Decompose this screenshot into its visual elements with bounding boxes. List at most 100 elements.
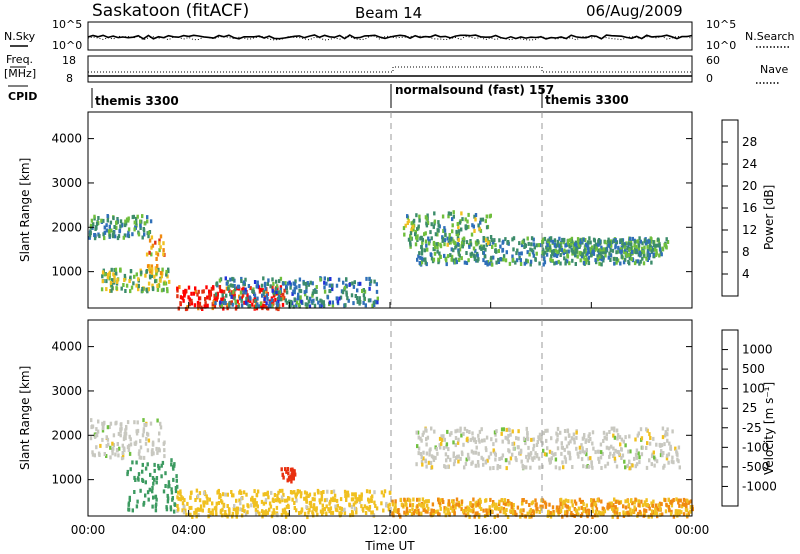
power-cell <box>150 274 153 278</box>
power-cell <box>190 298 193 303</box>
power-cell <box>575 249 578 254</box>
power-cell <box>115 271 118 276</box>
power-cell <box>97 216 100 220</box>
power-cell <box>650 249 653 254</box>
power-cell <box>649 247 652 252</box>
velocity-cell <box>534 451 537 456</box>
velocity-cell <box>340 510 343 515</box>
power-cell <box>139 226 142 230</box>
power-cell <box>631 250 634 254</box>
velocity-cell <box>511 511 515 516</box>
velocity-cell <box>590 502 594 507</box>
velocity-cell <box>316 512 319 517</box>
velocity-cell <box>457 437 460 442</box>
velocity-cell <box>146 448 150 453</box>
power-cell <box>103 225 106 230</box>
velocity-cell <box>633 505 636 510</box>
velocity-cell <box>242 504 245 509</box>
velocity-cell <box>290 479 293 484</box>
velocity-cell <box>466 436 469 441</box>
velocity-cell <box>287 477 291 482</box>
velocity-cell <box>660 443 664 448</box>
power-cell <box>424 260 427 265</box>
power-cell <box>137 287 140 292</box>
power-cell <box>425 223 429 228</box>
power-cell <box>430 236 433 241</box>
power-cell <box>196 300 200 305</box>
power-cell <box>162 241 165 246</box>
velocity-cell <box>276 513 279 518</box>
velocity-cell <box>220 498 223 503</box>
velocity-cell <box>675 497 678 502</box>
velocity-cell <box>197 513 200 517</box>
power-cell <box>208 293 212 298</box>
velocity-cell <box>217 501 221 505</box>
velocity-cell <box>136 428 140 433</box>
power-cell <box>409 231 413 236</box>
velocity-cell <box>533 455 536 460</box>
velocity-cell <box>670 459 674 464</box>
velocity-cell <box>159 425 163 430</box>
velocity-cell <box>606 461 610 466</box>
velocity-cell <box>167 480 171 485</box>
velocity-cell <box>171 497 174 502</box>
power-cell <box>587 240 590 245</box>
power-cell <box>155 271 158 276</box>
velocity-cell <box>424 509 427 514</box>
velocity-cell <box>538 432 542 437</box>
power-cell <box>205 285 208 290</box>
power-cell <box>470 232 474 237</box>
velocity-cell <box>626 463 629 468</box>
velocity-cell <box>137 477 140 482</box>
power-cell <box>289 285 292 290</box>
velocity-cell <box>605 436 608 441</box>
velocity-cell <box>319 500 322 505</box>
velocity-cell <box>410 512 414 516</box>
power-cell <box>160 288 164 293</box>
velocity-cell <box>608 430 611 434</box>
velocity-cell <box>559 509 563 513</box>
power-cell <box>256 296 259 301</box>
velocity-cell <box>170 458 173 463</box>
power-cell <box>460 241 464 246</box>
velocity-cell <box>544 504 548 509</box>
power-cell <box>150 235 154 240</box>
power-cell <box>295 285 298 290</box>
power-cell <box>627 260 630 264</box>
velocity-cell <box>380 501 383 506</box>
velocity-cell <box>454 429 457 434</box>
power-cell <box>149 269 152 274</box>
power-cell <box>652 252 656 257</box>
power-cell <box>251 289 254 294</box>
velocity-cell <box>117 453 120 458</box>
power-cell <box>375 282 378 287</box>
velocity-cell <box>105 435 108 440</box>
velocity-cell <box>320 497 323 502</box>
velocity-cell <box>474 450 478 455</box>
velocity-cell <box>139 445 143 450</box>
velocity-cell <box>515 512 518 517</box>
power-cell <box>486 236 489 241</box>
power-cell <box>281 302 285 307</box>
power-cell <box>111 278 114 283</box>
velocity-cell <box>166 493 169 498</box>
velocity-cell <box>600 466 603 470</box>
power-cell <box>112 216 115 221</box>
power-cell <box>120 223 124 228</box>
power-cell <box>530 236 534 241</box>
power-cell <box>450 257 453 262</box>
velocity-cell <box>578 497 582 502</box>
velocity-cell <box>120 426 123 431</box>
velocity-cell <box>494 432 497 437</box>
velocity-cell <box>417 508 420 513</box>
velocity-cell <box>540 506 543 511</box>
power-cell <box>328 283 331 288</box>
velocity-cell <box>625 511 628 516</box>
power-cell <box>546 243 549 248</box>
velocity-cell <box>442 434 445 439</box>
power-cell <box>464 217 467 222</box>
velocity-cell <box>605 432 608 437</box>
velocity-cell <box>528 455 531 460</box>
velocity-cell <box>591 505 594 510</box>
